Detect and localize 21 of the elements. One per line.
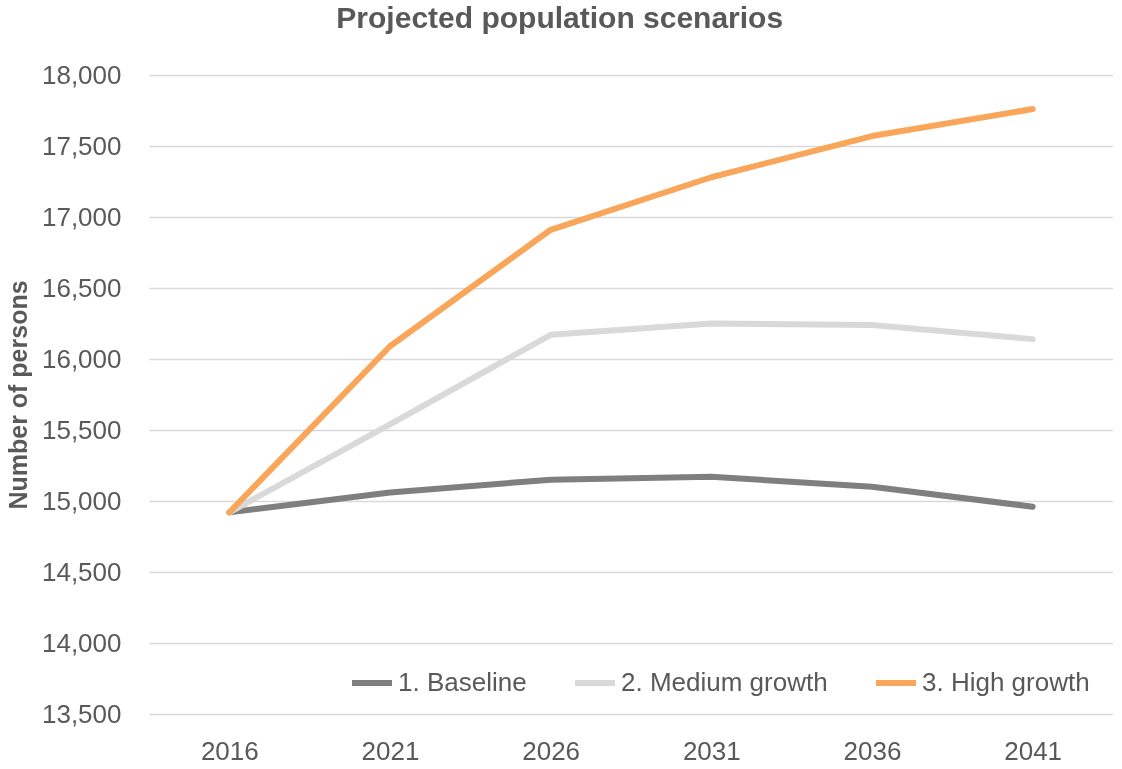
x-tick-label: 2036 xyxy=(843,735,902,766)
y-tick-label: 16,000 xyxy=(41,343,122,374)
y-tick-label: 18,000 xyxy=(41,59,122,90)
x-tick-label: 2021 xyxy=(361,735,420,766)
x-tick-label: 2031 xyxy=(682,735,741,766)
x-tick-label: 2026 xyxy=(522,735,581,766)
chart-title: Projected population scenarios xyxy=(336,1,784,34)
y-tick-label: 17,000 xyxy=(41,201,122,232)
y-tick-label: 15,000 xyxy=(41,485,122,516)
legend-label: 2. Medium growth xyxy=(621,667,828,697)
y-axis-title: Number of persons xyxy=(3,280,32,510)
y-tick-label: 14,000 xyxy=(41,627,122,658)
y-tick-label: 17,500 xyxy=(41,130,122,161)
y-tick-label: 16,500 xyxy=(41,272,122,303)
legend-label: 3. High growth xyxy=(922,667,1090,697)
y-tick-label: 13,500 xyxy=(41,698,122,729)
x-tick-label: 2041 xyxy=(1004,735,1063,766)
legend-label: 1. Baseline xyxy=(398,667,527,697)
y-tick-label: 14,500 xyxy=(41,556,122,587)
y-tick-label: 15,500 xyxy=(41,414,122,445)
x-tick-label: 2016 xyxy=(200,735,259,766)
